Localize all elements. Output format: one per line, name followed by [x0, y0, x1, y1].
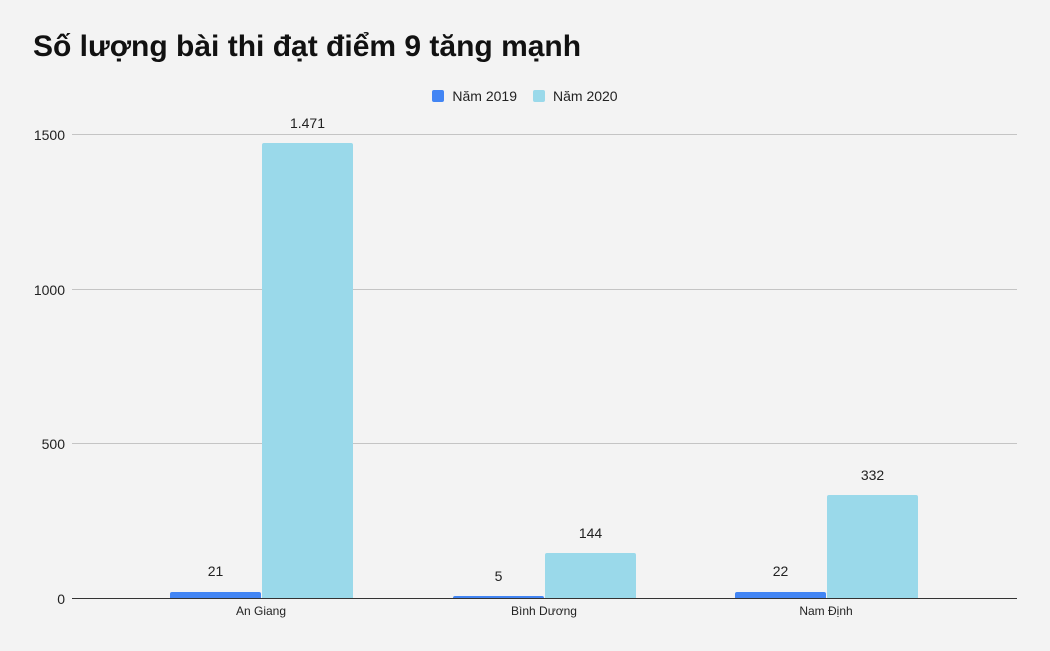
bar-nam-dinh-2020[interactable]: [827, 495, 918, 598]
value-label-an-giang-2020: 1.471: [289, 115, 326, 131]
value-label-nam-dinh-2020: 332: [860, 467, 885, 483]
gridline-1000: [72, 289, 1017, 290]
gridline-500: [72, 443, 1017, 444]
gridline-1500: [72, 134, 1017, 135]
x-axis-baseline: [72, 598, 1017, 599]
value-label-an-giang-2019: 21: [207, 563, 224, 579]
value-label-binh-duong-2020: 144: [578, 525, 603, 541]
legend: Năm 2019 Năm 2020: [0, 88, 1050, 104]
xtick-an-giang: An Giang: [235, 604, 287, 618]
bar-an-giang-2020[interactable]: [262, 143, 353, 598]
legend-swatch-2019: [432, 90, 445, 102]
chart-title: Số lượng bài thi đạt điểm 9 tăng mạnh: [33, 30, 582, 63]
xtick-nam-dinh: Nam Định: [799, 604, 853, 618]
ytick-1500: 1500: [33, 127, 65, 143]
legend-swatch-2020: [533, 90, 545, 102]
ytick-500: 500: [41, 436, 65, 452]
legend-label-2019: Năm 2019: [452, 88, 517, 104]
legend-label-2020: Năm 2020: [553, 88, 618, 104]
legend-item-2020[interactable]: Năm 2020: [533, 88, 618, 104]
bar-an-giang-2019[interactable]: [170, 592, 261, 598]
ytick-1000: 1000: [33, 282, 65, 298]
bar-binh-duong-2019[interactable]: [453, 596, 544, 598]
ytick-0: 0: [57, 591, 65, 607]
bar-binh-duong-2020[interactable]: [545, 553, 636, 598]
legend-item-2019[interactable]: Năm 2019: [432, 88, 517, 104]
bar-nam-dinh-2019[interactable]: [735, 592, 826, 598]
xtick-binh-duong: Bình Dương: [511, 604, 577, 618]
value-label-binh-duong-2019: 5: [494, 568, 503, 584]
value-label-nam-dinh-2019: 22: [772, 563, 789, 579]
